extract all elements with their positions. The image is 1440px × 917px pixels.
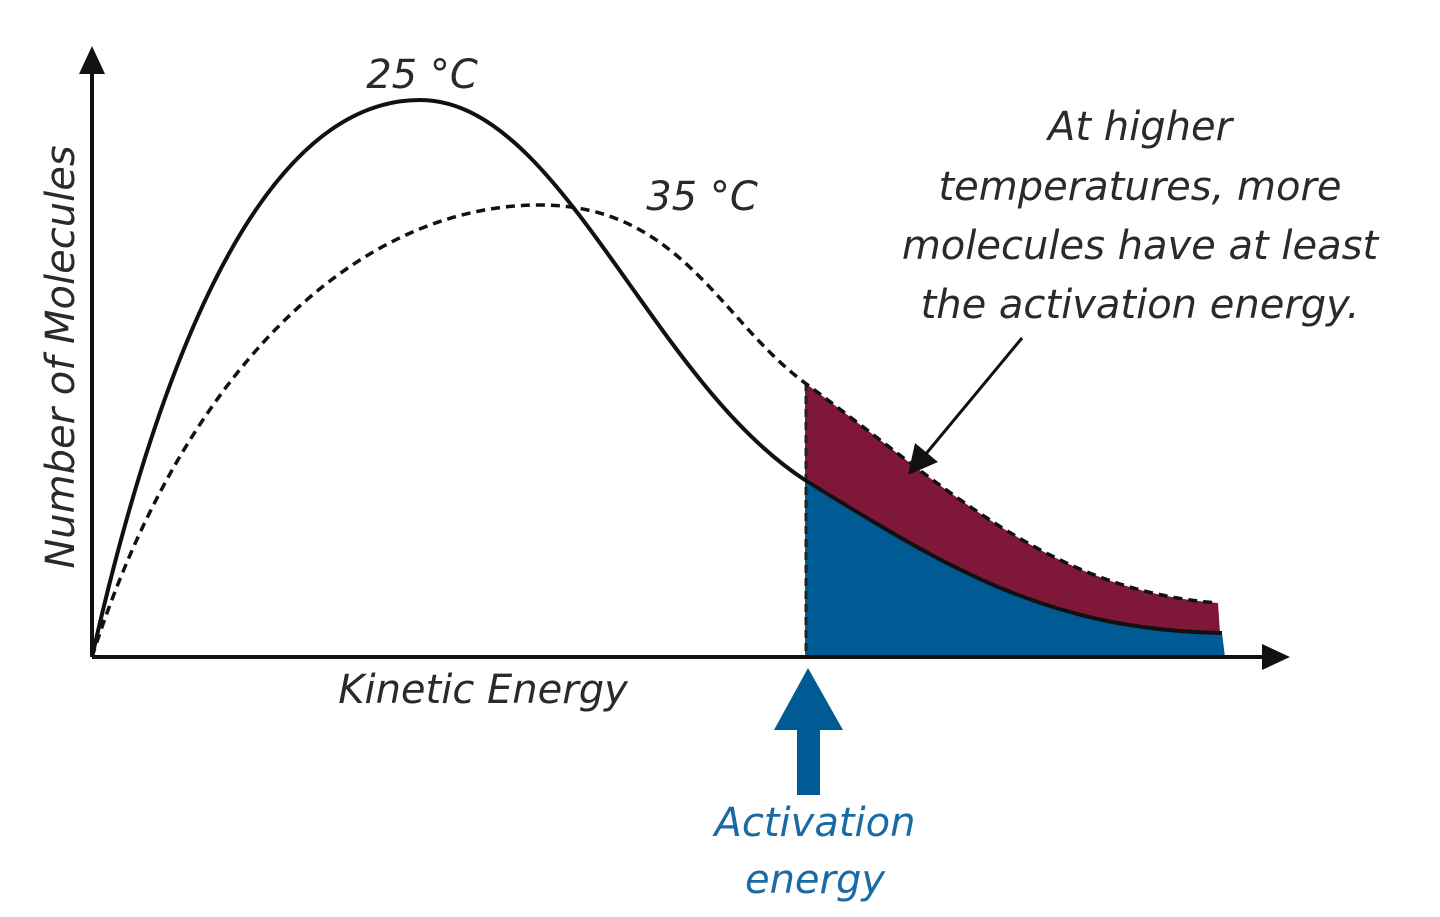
- marker-label: Activation: [712, 800, 916, 846]
- y-axis-label: Number of Molecules: [38, 145, 84, 568]
- annotation: molecules have at least: [902, 223, 1380, 269]
- area-between-curves: [805, 383, 1222, 633]
- curve-label: 35 °C: [646, 174, 758, 220]
- marker-label: energy: [745, 857, 886, 903]
- activation-arrow: [774, 668, 843, 795]
- annotation-arrowhead: [908, 443, 938, 475]
- curve-label: 25 °C: [366, 52, 478, 98]
- annotation: the activation energy.: [921, 282, 1360, 328]
- annotation: At higher: [1045, 104, 1235, 150]
- area-below-solid: [805, 480, 1225, 657]
- x-axis-label: Kinetic Energy: [338, 667, 629, 713]
- annotation: temperatures, more: [938, 164, 1341, 210]
- y-axis-arrow: [79, 46, 105, 74]
- annotation-arrow: [923, 337, 1024, 456]
- x-axis-arrow: [1262, 644, 1290, 670]
- curve-25: [90, 97, 1223, 658]
- curve-35: [90, 203, 1219, 658]
